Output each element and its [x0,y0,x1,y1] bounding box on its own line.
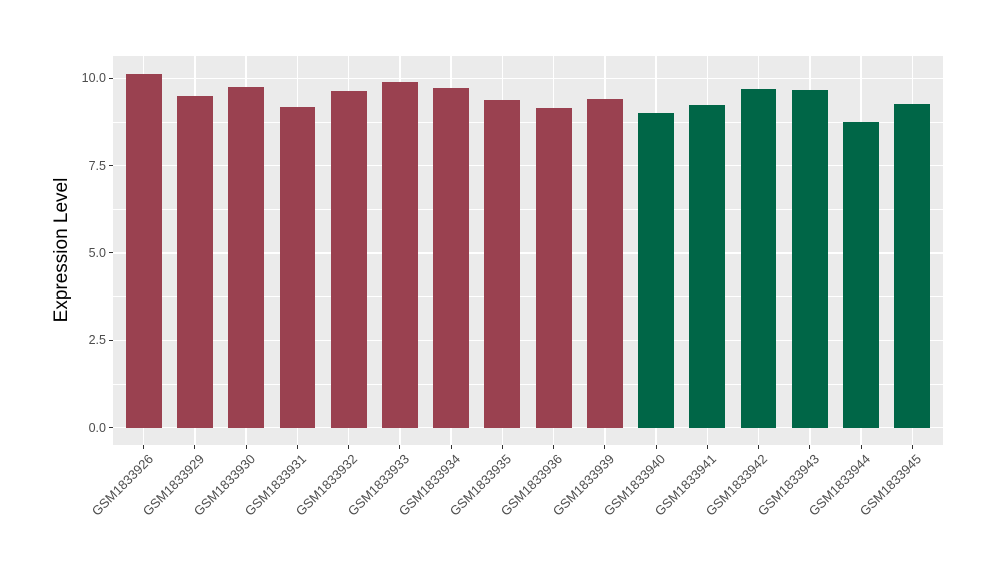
y-tick-mark [109,77,113,79]
gridline-minor-y [113,121,943,123]
x-tick-mark [245,445,247,449]
y-tick-label: 2.5 [88,333,106,348]
gridline-major-y [113,426,943,429]
gridline-minor-y [113,208,943,210]
y-tick-mark [109,339,113,341]
x-tick-mark [911,445,913,449]
bar [433,88,470,428]
x-tick-mark [450,445,452,449]
bar [791,89,828,428]
bar [177,96,213,428]
gridline-major-y [113,164,943,167]
bar [638,112,674,428]
x-tick-mark [296,445,298,449]
gridline-minor-y [113,383,943,385]
x-tick-mark [860,445,862,449]
bar [125,73,162,428]
x-tick-mark [399,445,401,449]
bar [740,88,777,428]
x-tick-mark [655,445,657,449]
x-tick-mark [604,445,606,449]
x-tick-mark [809,445,811,449]
x-tick-mark [194,445,196,449]
x-tick-mark [706,445,708,449]
bar [689,105,726,428]
y-tick-label: 0.0 [88,420,106,435]
gridline-minor-y [113,296,943,298]
bar [535,107,572,428]
bar [330,90,367,428]
gridline-major-y [113,339,943,342]
y-tick-label: 5.0 [88,245,106,260]
bar [484,99,521,428]
y-tick-label: 7.5 [88,158,106,173]
gridline-major-y [113,252,943,254]
bar [586,98,623,428]
bar [279,106,316,428]
y-tick-mark [109,252,113,254]
x-tick-mark [143,445,145,449]
y-tick-mark [109,427,113,429]
x-tick-mark [348,445,350,449]
x-tick-mark [553,445,555,449]
x-tick-mark [758,445,760,449]
bar [894,104,931,428]
bar [228,86,265,428]
bar [843,121,879,428]
bar [381,82,418,428]
y-tick-mark [109,165,113,167]
y-tick-label: 10.0 [81,71,106,85]
gridline-major-y [113,77,943,79]
x-tick-mark [501,445,503,449]
